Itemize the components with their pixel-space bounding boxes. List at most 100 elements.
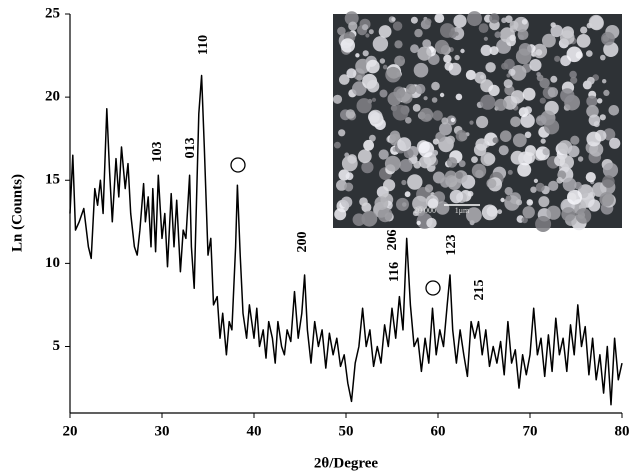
inset-particle	[379, 89, 388, 98]
inset-particle	[336, 179, 347, 191]
inset-particle	[352, 213, 366, 226]
inset-particle	[424, 184, 434, 193]
inset-particle	[509, 20, 519, 30]
inset-particle	[443, 54, 452, 63]
inset-particle	[586, 76, 595, 85]
inset-particle	[577, 156, 584, 162]
inset-particle	[494, 31, 502, 38]
peak-label: 123	[444, 235, 459, 256]
inset-particle	[474, 71, 487, 84]
inset-particle	[432, 138, 439, 145]
peak-label: 116	[387, 262, 402, 282]
inset-particle	[346, 68, 357, 79]
inset-particle	[419, 155, 432, 169]
inset-particle	[600, 54, 606, 61]
inset-particle	[586, 131, 602, 147]
inset-particle	[576, 34, 591, 48]
inset-particle	[460, 48, 465, 54]
inset-particle	[521, 19, 528, 25]
inset-particle	[533, 178, 539, 183]
peak-label: 200	[295, 232, 310, 253]
inset-particle	[504, 187, 513, 196]
inset-particle	[423, 96, 428, 101]
inset-particle	[500, 197, 505, 203]
inset-particle	[509, 34, 516, 42]
inset-particle	[359, 197, 368, 206]
inset-particle	[446, 135, 455, 145]
inset-particle	[378, 25, 392, 38]
inset-particle	[524, 106, 532, 114]
inset-particle	[603, 89, 610, 96]
inset-particle	[505, 195, 512, 201]
x-tick-label: 70	[523, 423, 538, 439]
inset-particle	[371, 97, 377, 102]
inset-particle	[362, 50, 369, 57]
inset-particle	[469, 120, 474, 125]
inset-particle	[450, 117, 456, 123]
inset-particle	[480, 152, 495, 167]
inset-particle	[440, 177, 451, 188]
inset-particle	[485, 62, 496, 73]
inset-particle	[401, 179, 407, 186]
inset-label: 20 000	[414, 206, 436, 215]
inset-particle	[440, 23, 455, 38]
inset-particle	[355, 53, 360, 58]
x-tick-label: 60	[431, 423, 446, 439]
inset-particle	[403, 148, 414, 159]
inset-particle	[586, 105, 599, 118]
inset-particle	[522, 165, 527, 170]
inset-particle	[499, 130, 512, 142]
inset-particle	[580, 26, 588, 34]
inset-particle	[385, 66, 401, 83]
inset-particle	[369, 134, 376, 142]
inset-particle	[466, 207, 482, 224]
inset-particle	[338, 129, 346, 137]
inset-particle	[345, 172, 354, 181]
inset-particle	[368, 29, 374, 35]
inset-particle	[412, 104, 421, 112]
inset-particle	[415, 83, 426, 95]
inset-particle	[426, 217, 437, 229]
xrd-line	[69, 74, 623, 406]
inset-particle	[334, 141, 341, 149]
inset-particle	[405, 117, 412, 124]
inset-particle	[340, 196, 353, 208]
inset-particle	[341, 155, 358, 172]
inset-particle	[518, 43, 532, 56]
inset-particle	[539, 77, 550, 89]
inset-particle	[554, 155, 566, 167]
inset-particle	[344, 11, 359, 26]
inset-particle	[449, 189, 464, 204]
inset-particle	[412, 210, 419, 217]
inset-particle	[585, 172, 596, 183]
inset-particle	[567, 189, 582, 205]
x-tick-label: 20	[63, 423, 78, 439]
inset-particle	[560, 30, 575, 45]
inset-particle	[501, 17, 507, 24]
inset-particle	[410, 16, 418, 24]
inset-particle	[413, 62, 429, 78]
inset-particle	[405, 83, 417, 95]
inset-particle	[447, 176, 462, 191]
inset-particle	[410, 44, 419, 54]
inset-particle	[339, 74, 350, 85]
inset-particle	[396, 197, 409, 211]
inset-label: 1μm	[455, 206, 470, 215]
inset-particle	[522, 87, 536, 101]
inset-particle	[407, 174, 423, 190]
inset-particle	[529, 59, 542, 72]
inset-particle	[535, 115, 547, 126]
x-tick-label: 40	[247, 423, 262, 439]
inset-particle	[391, 17, 396, 22]
inset-particle	[382, 64, 388, 70]
inset-particle	[535, 182, 545, 192]
inset-particle	[510, 90, 525, 104]
inset-particle	[400, 91, 413, 104]
inset-particle	[357, 149, 372, 164]
inset-particle	[345, 109, 356, 119]
x-tick-label: 80	[615, 423, 630, 439]
y-tick-label: 15	[45, 172, 60, 188]
inset-particle	[356, 74, 363, 81]
inset-particle	[523, 152, 535, 164]
inset-particle	[489, 13, 500, 24]
